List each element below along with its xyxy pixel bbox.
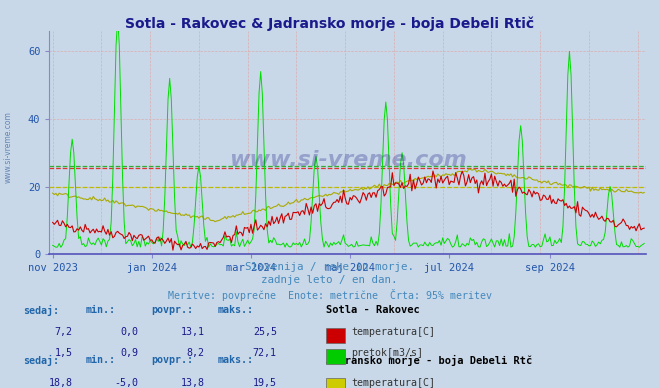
Text: povpr.:: povpr.:: [152, 355, 194, 365]
Text: 7,2: 7,2: [55, 327, 72, 337]
Text: pretok[m3/s]: pretok[m3/s]: [351, 348, 423, 359]
Text: Slovenija / reke in morje.: Slovenija / reke in morje.: [245, 262, 414, 272]
Text: 13,1: 13,1: [181, 327, 204, 337]
Text: Sotla - Rakovec & Jadransko morje - boja Debeli Rtič: Sotla - Rakovec & Jadransko morje - boja…: [125, 16, 534, 31]
Text: sedaj:: sedaj:: [23, 305, 59, 315]
Text: povpr.:: povpr.:: [152, 305, 194, 315]
Text: maks.:: maks.:: [217, 355, 254, 365]
Text: zadnje leto / en dan.: zadnje leto / en dan.: [261, 275, 398, 286]
Text: Meritve: povprečne  Enote: metrične  Črta: 95% meritev: Meritve: povprečne Enote: metrične Črta:…: [167, 289, 492, 301]
Text: Sotla - Rakovec: Sotla - Rakovec: [326, 305, 420, 315]
Text: temperatura[C]: temperatura[C]: [351, 327, 435, 337]
Text: 25,5: 25,5: [253, 327, 277, 337]
Text: 1,5: 1,5: [55, 348, 72, 359]
Text: sedaj:: sedaj:: [23, 355, 59, 366]
Text: maks.:: maks.:: [217, 305, 254, 315]
Text: Jadransko morje - boja Debeli Rtč: Jadransko morje - boja Debeli Rtč: [326, 355, 532, 366]
Text: 0,9: 0,9: [121, 348, 138, 359]
Text: 18,8: 18,8: [49, 378, 72, 388]
Text: 13,8: 13,8: [181, 378, 204, 388]
Text: 0,0: 0,0: [121, 327, 138, 337]
Text: www.si-vreme.com: www.si-vreme.com: [229, 151, 467, 170]
Text: min.:: min.:: [86, 305, 116, 315]
Text: -5,0: -5,0: [115, 378, 138, 388]
Text: 8,2: 8,2: [186, 348, 204, 359]
Text: 19,5: 19,5: [253, 378, 277, 388]
Text: temperatura[C]: temperatura[C]: [351, 378, 435, 388]
Text: min.:: min.:: [86, 355, 116, 365]
Text: www.si-vreme.com: www.si-vreme.com: [3, 111, 13, 184]
Text: 72,1: 72,1: [253, 348, 277, 359]
